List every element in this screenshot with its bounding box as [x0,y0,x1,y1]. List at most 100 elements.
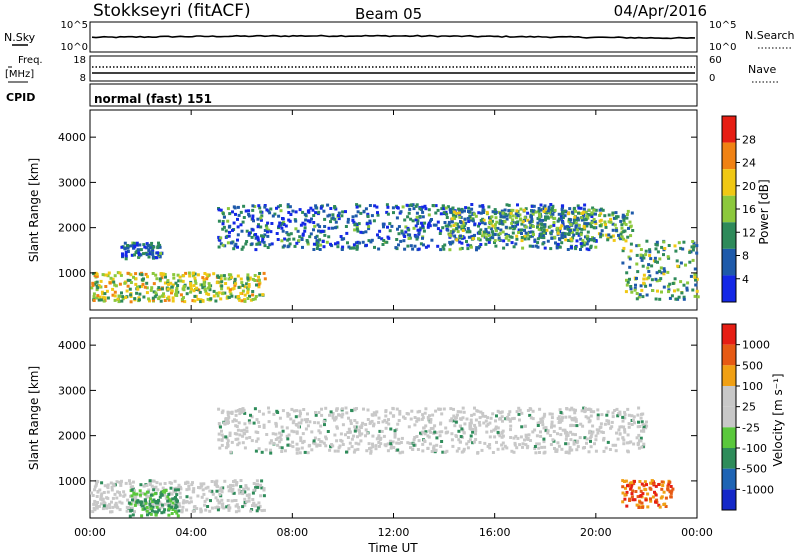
echo-cell [662,272,666,276]
echo-cell [199,509,203,513]
echo-cell [517,228,521,232]
echo-cell [389,427,393,431]
x-tick-label: 12:00 [378,526,410,539]
echo-cell [533,445,537,448]
echo-cell [473,222,477,226]
echo-cell [421,430,425,434]
echo-cell [419,226,423,230]
echo-cell [543,445,547,449]
echo-cell [236,205,240,209]
echo-cell [217,407,221,411]
echo-cell [104,285,108,288]
echo-cell [655,240,659,244]
echo-cell [654,277,658,281]
echo-cell [596,416,600,420]
echo-cell [186,286,190,290]
echo-cell [451,444,455,448]
echo-cell [650,479,654,483]
echo-cell [158,482,162,486]
echo-cell [567,239,571,242]
echo-cell [647,270,651,273]
echo-cell [642,425,646,429]
echo-cell [608,448,612,451]
echo-cell [566,232,570,236]
echo-cell [340,407,344,411]
echo-cell [131,485,135,489]
echo-cell [217,432,221,436]
echo-cell [416,228,420,232]
echo-cell [384,414,388,418]
echo-cell [584,218,588,222]
echo-cell [108,281,112,285]
echo-cell [130,506,134,510]
echo-cell [221,222,225,226]
echo-cell [568,408,572,412]
echo-cell [125,245,129,249]
echo-cell [550,236,554,240]
echo-cell [422,229,426,233]
echo-cell [377,416,381,420]
echo-cell [449,234,453,238]
echo-cell [350,408,354,412]
echo-cell [486,444,490,448]
echo-cell [272,441,276,445]
echo-cell [550,416,554,420]
echo-cell [549,247,553,251]
echo-cell [152,488,156,492]
echo-cell [616,414,620,418]
echo-cell [511,417,515,421]
echo-cell [537,207,541,210]
echo-cell [221,409,225,413]
echo-cell [197,486,200,489]
echo-cell [299,436,303,440]
echo-cell [570,210,574,214]
echo-cell [558,217,561,221]
echo-cell [507,238,511,242]
echo-cell [579,231,583,235]
echo-cell [491,224,495,228]
echo-cell [121,297,125,301]
echo-cell [459,417,463,421]
echo-cell [290,429,294,433]
echo-cell [486,416,490,420]
echo-cell [596,413,600,417]
echo-cell [560,216,564,220]
echo-cell [262,271,266,275]
echo-cell [445,216,449,219]
echo-cell [474,426,478,430]
echo-cell [454,420,458,424]
echo-cell [628,265,632,269]
echo-cell [308,420,312,424]
echo-cell [585,234,589,238]
echo-cell [230,499,234,503]
echo-cell [443,243,447,247]
echo-cell [559,214,563,218]
colorbar-tick-label: -100 [742,442,767,455]
echo-cell [392,446,396,449]
echo-cell [315,239,319,243]
echo-cell [365,243,368,247]
echo-cell [460,241,464,245]
echo-cell [136,499,140,503]
echo-cell [334,226,337,230]
echo-cell [555,449,559,453]
echo-cell [654,484,658,488]
echo-cell [329,207,333,210]
echo-cell [514,242,518,246]
echo-cell [557,421,561,424]
echo-cell [611,415,615,419]
echo-cell [434,211,438,215]
echo-cell [679,246,683,250]
echo-cell [334,415,338,419]
echo-cell [99,298,103,302]
echo-cell [393,429,397,433]
echo-cell [415,215,419,219]
echo-cell [385,420,389,424]
echo-cell [259,483,263,487]
echo-cell [537,446,541,450]
echo-cell [105,506,109,510]
echo-cell [515,209,519,213]
freq-tick-top: 18 [73,55,86,66]
echo-cell [517,231,521,234]
echo-cell [553,208,557,212]
